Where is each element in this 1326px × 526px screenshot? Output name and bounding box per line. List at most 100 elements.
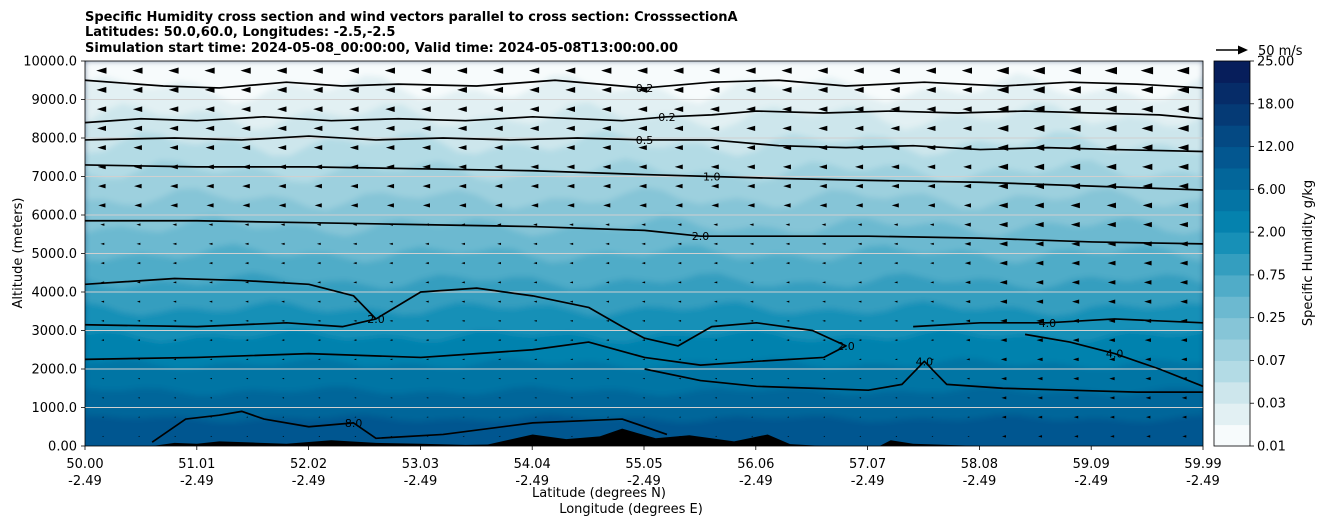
wind-vector [493, 125, 503, 132]
wind-vector [1071, 280, 1080, 285]
wind-vector [461, 300, 465, 303]
wind-vector [967, 435, 970, 437]
y-tick-label: 10000.0 [23, 55, 77, 70]
wind-vector [678, 416, 681, 418]
wind-vector [1035, 241, 1044, 247]
wind-vector [353, 377, 357, 380]
wind-vector [1072, 357, 1079, 362]
wind-vector [890, 125, 900, 132]
wind-vector [1179, 221, 1188, 228]
wind-vector [1107, 260, 1116, 266]
colorbar-segment [1214, 274, 1250, 297]
x-tick-label-lon: -2.49 [68, 474, 102, 489]
contour-label: 2.0 [837, 340, 855, 353]
wind-vector [1106, 202, 1116, 209]
wind-vector [494, 183, 503, 189]
x-tick-label-lon: -2.49 [180, 474, 214, 489]
wind-vector [715, 435, 717, 437]
wind-vector [529, 125, 539, 132]
wind-vector [1176, 66, 1190, 75]
wind-vector [639, 203, 647, 208]
wind-vector [530, 183, 539, 189]
wind-vector [602, 145, 611, 151]
wind-vector [98, 203, 106, 208]
wind-vector [1108, 299, 1116, 304]
wind-vector [173, 377, 176, 380]
wind-vector [1037, 415, 1043, 419]
wind-vector [206, 203, 214, 208]
wind-vector [497, 242, 502, 246]
wind-vector [745, 86, 756, 93]
wind-vector [277, 145, 287, 151]
wind-vector [497, 300, 501, 303]
wind-vector [1142, 202, 1153, 209]
wind-vector [893, 223, 898, 226]
wind-vector [673, 86, 684, 93]
wind-vector [891, 183, 899, 189]
wind-vector [389, 281, 393, 284]
wind-vector [895, 435, 897, 437]
wind-vector [570, 377, 573, 380]
wind-vector [1071, 241, 1080, 247]
wind-vector [1143, 280, 1152, 285]
wind-vector [1033, 163, 1045, 170]
wind-vector [277, 125, 287, 132]
wind-vector [638, 183, 647, 189]
wind-vector [1179, 280, 1188, 285]
wind-vector [353, 262, 357, 265]
wind-vector [782, 106, 792, 112]
wind-vector [1036, 338, 1043, 342]
y-tick-label: 1000.0 [32, 401, 78, 416]
wind-vector [494, 164, 503, 170]
wind-vector [1107, 280, 1116, 285]
wind-vector [462, 377, 465, 380]
wind-vector [1068, 66, 1081, 75]
wind-vector [389, 358, 393, 361]
wind-vector [390, 377, 393, 380]
wind-vector [570, 397, 573, 399]
colorbar-tick-label: 25.00 [1257, 55, 1294, 70]
wind-vector [859, 435, 861, 437]
wind-vector [134, 183, 142, 189]
wind-vector [206, 183, 214, 189]
wind-vector [1177, 125, 1189, 132]
wind-vector [317, 281, 321, 284]
wind-vector [245, 377, 249, 380]
colorbar-segment [1214, 82, 1250, 105]
wind-vector [1037, 377, 1043, 381]
wind-vector [677, 281, 682, 284]
wind-vector [422, 203, 430, 208]
wind-vector [677, 262, 682, 265]
wind-vector [314, 203, 322, 208]
wind-vector [209, 319, 213, 322]
wind-vector [1141, 105, 1153, 113]
x-tick-label-lon: -2.49 [739, 474, 773, 489]
wind-vector [601, 67, 612, 74]
wind-vector [100, 300, 105, 303]
wind-vector [567, 203, 575, 208]
contour-line [85, 79, 1203, 89]
wind-vector [1105, 125, 1117, 132]
y-axis-label: Altitude (meters) [11, 198, 26, 309]
wind-vector [605, 242, 610, 246]
wind-vector [822, 377, 826, 380]
wind-vector [1035, 280, 1044, 285]
wind-vector [894, 262, 898, 265]
wind-vector [930, 262, 934, 265]
wind-vector [97, 183, 106, 189]
wind-vector [750, 319, 754, 322]
wind-vector [1001, 435, 1006, 438]
wind-vector [533, 223, 538, 226]
wind-vector [602, 164, 611, 170]
wind-vector [677, 300, 682, 303]
wind-vector [638, 145, 647, 151]
x-tick-label-lat: 52.02 [290, 457, 327, 472]
wind-vector [1069, 105, 1081, 113]
wind-vector [354, 416, 357, 418]
wind-vector [133, 125, 143, 132]
wind-vector [637, 67, 648, 74]
wind-vector [386, 203, 394, 208]
wind-vector [786, 377, 790, 380]
wind-vector [529, 106, 539, 112]
wind-vector [280, 262, 285, 265]
